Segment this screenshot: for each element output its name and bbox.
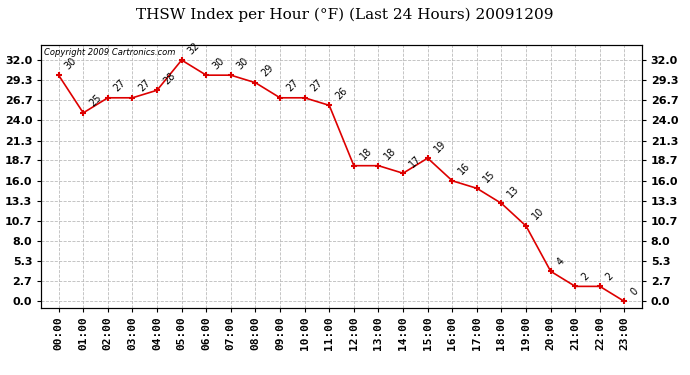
- Text: 19: 19: [432, 138, 448, 154]
- Text: 4: 4: [555, 256, 566, 267]
- Text: 30: 30: [210, 55, 226, 71]
- Text: THSW Index per Hour (°F) (Last 24 Hours) 20091209: THSW Index per Hour (°F) (Last 24 Hours)…: [136, 8, 554, 22]
- Text: 30: 30: [63, 55, 79, 71]
- Text: 10: 10: [530, 206, 546, 222]
- Text: 16: 16: [456, 161, 472, 177]
- Text: 32: 32: [186, 40, 201, 56]
- Text: 17: 17: [407, 153, 423, 169]
- Text: Copyright 2009 Cartronics.com: Copyright 2009 Cartronics.com: [44, 48, 176, 57]
- Text: 25: 25: [88, 93, 103, 109]
- Text: 30: 30: [235, 55, 250, 71]
- Text: 28: 28: [161, 70, 177, 86]
- Text: 27: 27: [284, 78, 300, 94]
- Text: 2: 2: [580, 271, 591, 282]
- Text: 18: 18: [383, 146, 398, 162]
- Text: 2: 2: [604, 271, 615, 282]
- Text: 13: 13: [506, 183, 522, 199]
- Text: 18: 18: [358, 146, 374, 162]
- Text: 27: 27: [137, 78, 152, 94]
- Text: 0: 0: [629, 286, 640, 297]
- Text: 27: 27: [309, 78, 325, 94]
- Text: 27: 27: [112, 78, 128, 94]
- Text: 15: 15: [481, 168, 497, 184]
- Text: 29: 29: [259, 63, 275, 78]
- Text: 26: 26: [333, 86, 349, 101]
